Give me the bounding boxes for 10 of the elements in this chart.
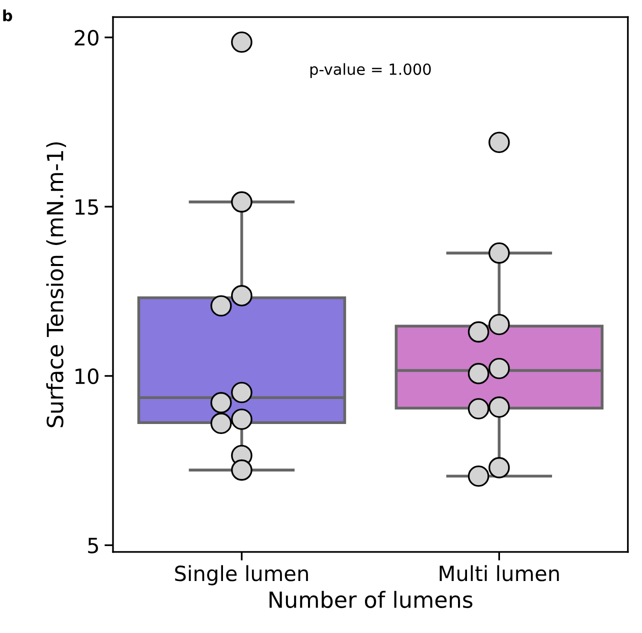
text: b <box>3 9 12 22</box>
y-axis-title: Surface Tension (mN.m-1) <box>46 142 66 428</box>
y-tick-label: 5 <box>88 538 98 554</box>
y-tick-label: 15 <box>76 199 98 215</box>
y-tick-label: 20 <box>74 30 98 46</box>
x-axis-title: Number of lumens <box>270 590 472 608</box>
annotation: p-value = 1.000 <box>310 63 431 78</box>
x-tick-label: Single lumen <box>175 565 308 586</box>
x-tick-label: Multi lumen <box>440 565 559 582</box>
y-tick-label: 10 <box>76 368 98 384</box>
